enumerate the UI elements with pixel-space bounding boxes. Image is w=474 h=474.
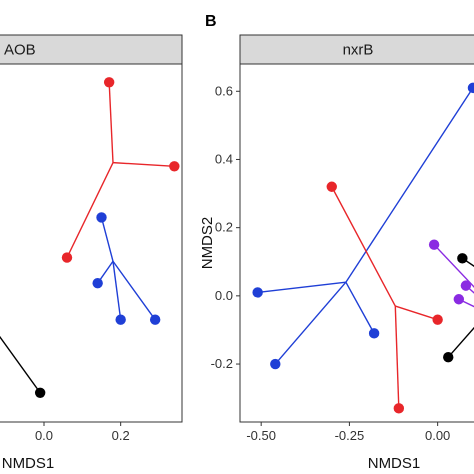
panel-b: nxrBB-0.50-0.250.000.25-0.20.00.20.40.6N… (199, 13, 474, 472)
panel-b-spider-line (433, 244, 474, 288)
panel-a-point (103, 77, 115, 88)
panel-a-point (96, 212, 107, 223)
panel-a-point (149, 314, 161, 325)
panel-b-y-tick-label: 0.2 (215, 220, 233, 235)
panel-b-y-tick-label: 0.6 (215, 83, 233, 98)
panel-b-y-tick-label: 0.4 (215, 151, 233, 166)
panel-b-spider-line (331, 186, 396, 307)
panel-b-spider-line (257, 281, 346, 294)
panel-b-x-tick-label: -0.25 (335, 428, 365, 443)
panel-b-point (453, 294, 465, 305)
panel-a: AOB 0.0 0.2 NMDS1 (0, 34, 183, 472)
panel-a-strip-label: AOB (4, 42, 36, 59)
panel-a-spider-line (108, 82, 114, 163)
panel-b-x-title: NMDS1 (368, 455, 421, 472)
panel-a-data (0, 77, 180, 398)
panel-b-spider-line (461, 257, 474, 267)
panel-a-spider-line (100, 217, 114, 262)
panel-b-point (443, 352, 454, 363)
panel-b-spider-line (394, 306, 400, 409)
panel-b-y-title: NMDS2 (199, 217, 216, 270)
panel-b-point (326, 181, 337, 192)
panel-a-border (0, 63, 183, 423)
panel-a-point (169, 161, 180, 172)
panel-b-data (252, 82, 474, 414)
panel-a-point (92, 277, 103, 289)
panel-b-point (428, 239, 440, 250)
panel-b-strip-label: nxrB (343, 42, 374, 59)
panel-a-x-title: NMDS1 (2, 455, 55, 472)
panel-b-border (239, 63, 474, 423)
panel-b-spider-line (447, 326, 474, 358)
panel-b-point (467, 82, 474, 94)
panel-a-spider-line (112, 161, 175, 167)
panel-b-spider-line (274, 281, 347, 365)
panel-b-spider-line (345, 281, 375, 334)
panel-a-spider-line (112, 261, 122, 320)
panel-a-point (61, 252, 73, 263)
panel-a-x-tick-label: 0.0 (35, 428, 53, 443)
panel-b-x-tick-label: 0.00 (425, 428, 450, 443)
panel-b-point (460, 280, 472, 291)
panel-a-x-tick-label: 0.2 (112, 428, 130, 443)
panel-a-point (115, 314, 126, 325)
panel-b-y-tick-label: 0.0 (215, 288, 233, 303)
panel-a-spider-line (66, 162, 114, 258)
panel-b-spider-line (395, 305, 438, 321)
panel-b-point (393, 403, 405, 414)
panel-b-point (457, 253, 468, 264)
panel-b-point (368, 328, 380, 339)
panel-b-y-tick-label: -0.2 (211, 356, 233, 371)
panel-b-letter: B (205, 13, 217, 30)
panel-b-spider-line (458, 298, 474, 308)
panel-a-strip (0, 34, 183, 65)
panel-a-point (34, 387, 46, 398)
panel-a-spider-line (0, 335, 41, 394)
panel-b-point (270, 358, 281, 370)
panel-b-point (252, 287, 263, 298)
panel-b-point (432, 314, 443, 325)
panel-b-spider-line (465, 285, 474, 294)
panel-b-spider-line (345, 87, 474, 283)
panel-b-x-tick-label: -0.50 (246, 428, 276, 443)
panel-a-spider-line (112, 260, 156, 321)
